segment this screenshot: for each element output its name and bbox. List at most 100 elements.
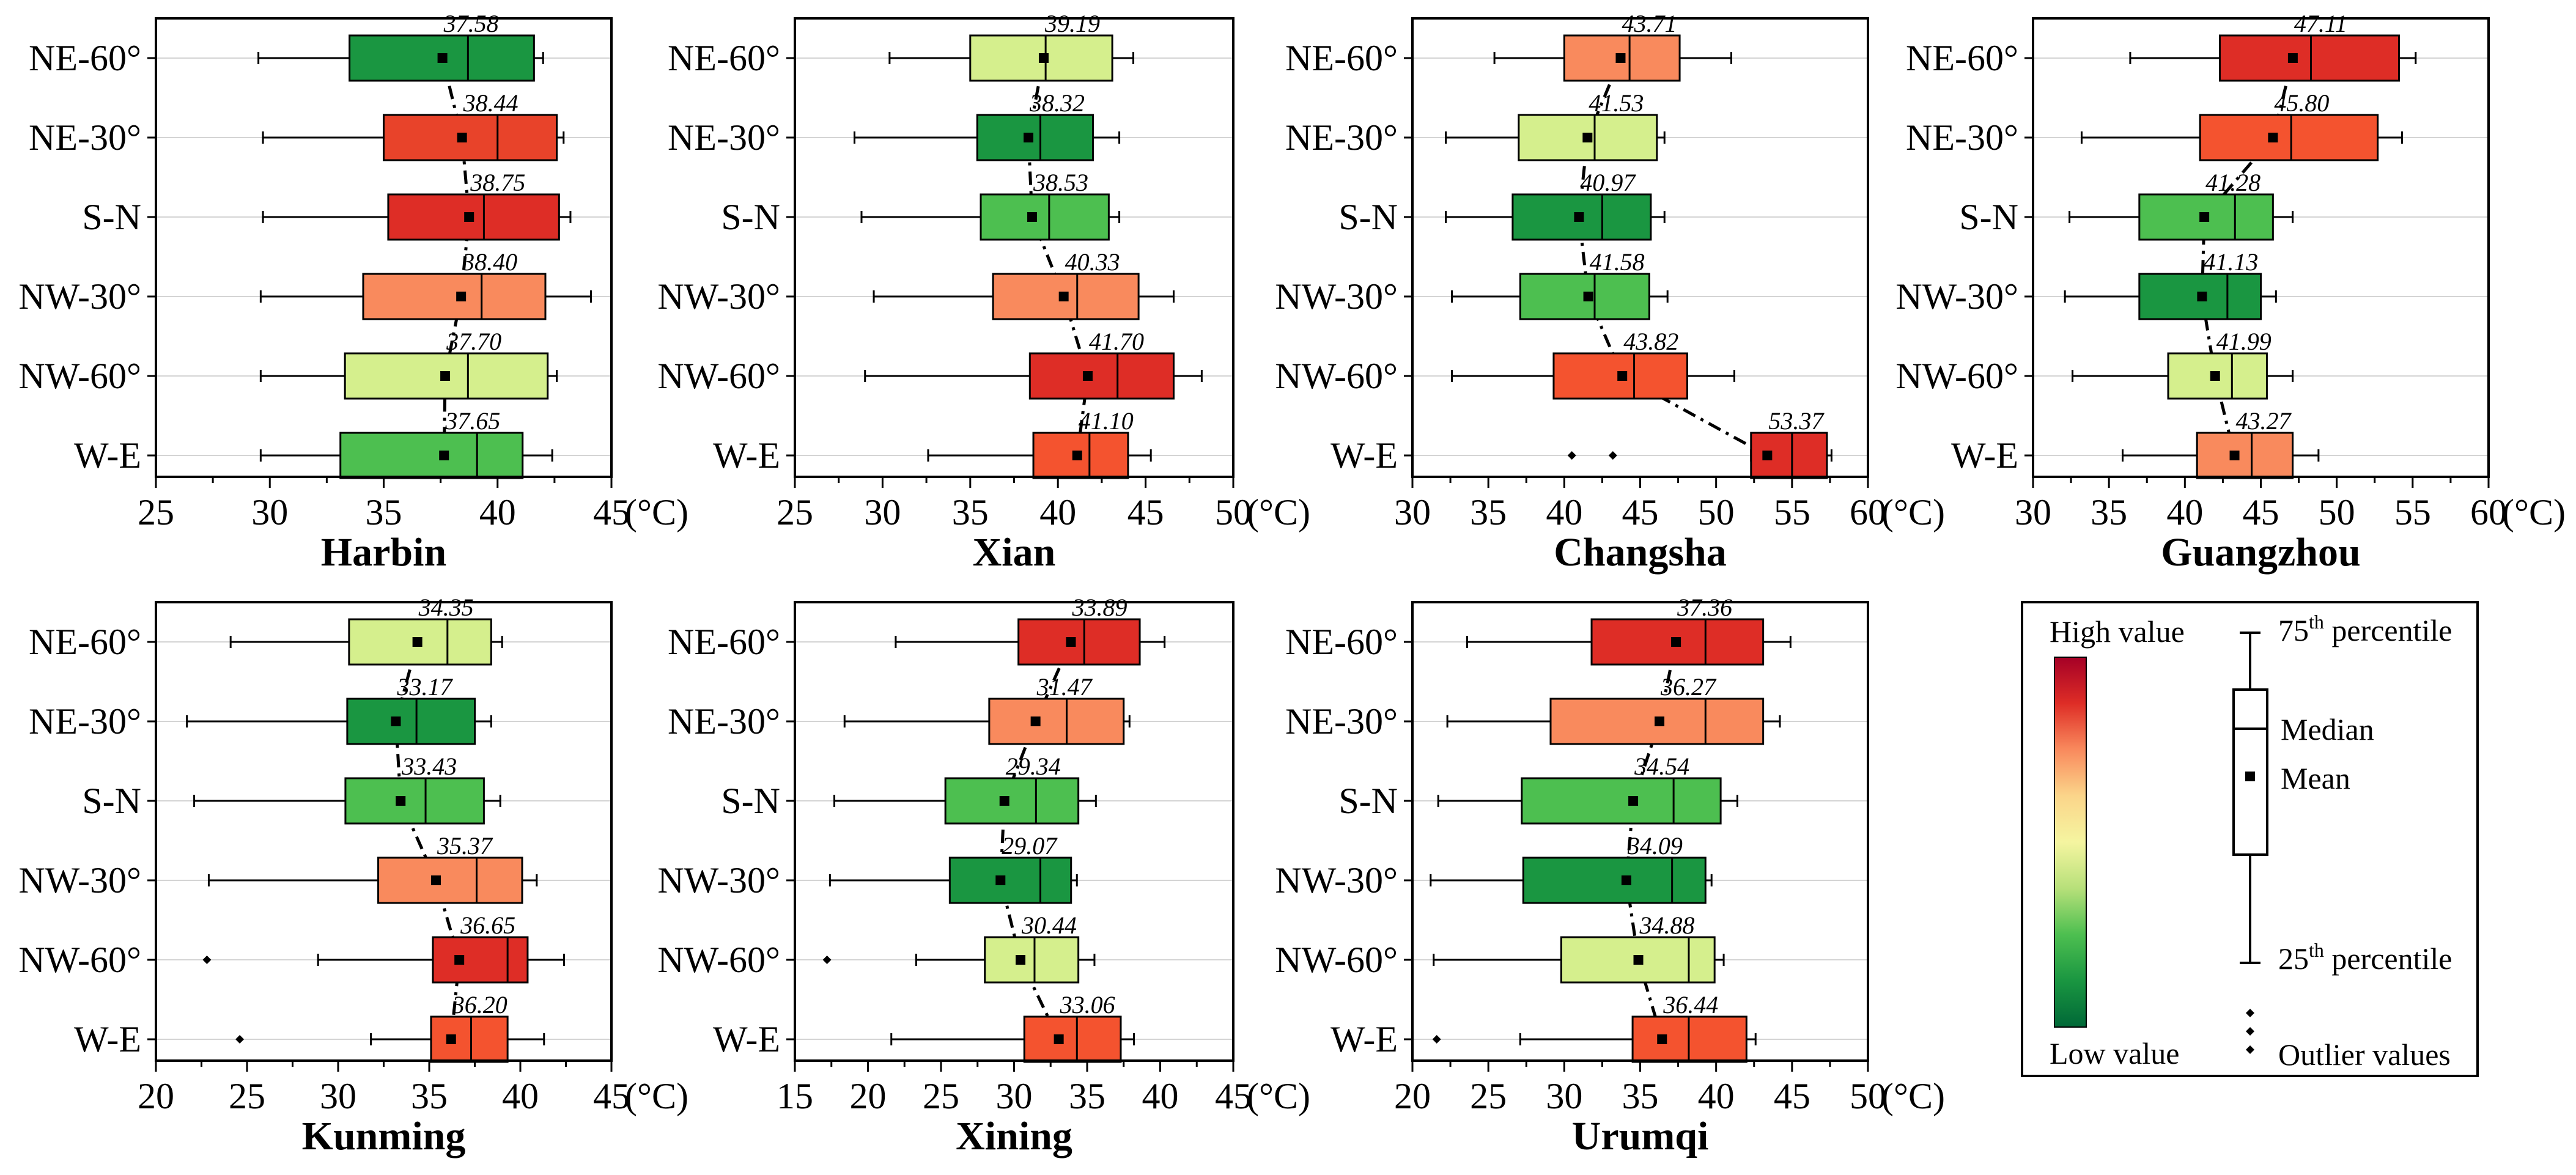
category-label: NW-60°	[1275, 356, 1398, 396]
mean-value-label: 33.06	[1060, 991, 1115, 1018]
mean-value-label: 33.43	[401, 753, 457, 780]
mean-marker	[464, 212, 474, 222]
category-label: NW-30°	[657, 860, 780, 901]
box	[976, 114, 1094, 161]
chart-xining: NE-60° NE-30° S-N NW-30° NW-60° W-E 33.89 31.47…	[657, 594, 1310, 1158]
x-tick-label: 45	[1215, 1076, 1252, 1116]
mean-value-label: 43.71	[1622, 10, 1677, 37]
x-tick-label: 25	[1470, 1076, 1507, 1116]
chart-urumqi: NE-60° NE-30° S-N NW-30° NW-60° W-E 37.36 36.27…	[1275, 594, 1945, 1158]
category-label: S-N	[1338, 781, 1398, 821]
mean-value-label: 33.89	[1071, 594, 1127, 621]
mean-value-label: 29.34	[1006, 753, 1061, 780]
x-tick-label: 50	[2319, 492, 2355, 532]
x-tick-label: 15	[777, 1076, 813, 1116]
category-label: W-E	[713, 435, 780, 476]
mean-marker	[1030, 716, 1041, 726]
box	[1521, 777, 1722, 825]
category-label: NE-30°	[668, 701, 780, 742]
category-label: NW-60°	[1895, 356, 2018, 396]
mean-marker	[1617, 371, 1628, 381]
chart-harbin: NE-60° NE-30° S-N NW-30° NW-60° W-E 37.58 38.44…	[18, 10, 688, 575]
x-tick-label: 55	[1774, 492, 1810, 532]
x-tick-label: 45	[1774, 1076, 1810, 1116]
mean-marker	[2287, 53, 2298, 63]
category-label: NW-30°	[1895, 276, 2018, 317]
category-label: NE-60°	[29, 622, 141, 662]
mean-value-label: 37.58	[443, 10, 499, 37]
x-tick-label: 25	[229, 1076, 265, 1116]
mean-marker	[440, 371, 451, 381]
mean-marker	[2229, 451, 2240, 460]
x-tick-label: 45	[1127, 492, 1164, 532]
x-tick-label: 30	[251, 492, 288, 532]
mean-value-label: 41.13	[2203, 248, 2258, 276]
box	[432, 936, 529, 984]
box	[988, 698, 1125, 745]
x-tick-label: 30	[996, 1076, 1033, 1116]
x-tick-label: 45	[2243, 492, 2279, 532]
x-tick-label: 55	[2394, 492, 2431, 532]
mean-value-label: 38.75	[470, 169, 525, 196]
mean-value-label: 40.33	[1065, 248, 1120, 276]
mean-value-label: 36.44	[1663, 991, 1718, 1018]
x-tick-label: 40	[1698, 1076, 1735, 1116]
category-label: NE-30°	[1285, 117, 1398, 158]
category-label: NW-60°	[657, 940, 780, 980]
mean-marker	[2197, 292, 2207, 301]
mean-value-label: 41.53	[1589, 89, 1644, 117]
legend-low-label: Low value	[2050, 1036, 2179, 1070]
chart-title: Urumqi	[1572, 1114, 1709, 1158]
x-tick-label: 45	[1622, 492, 1659, 532]
outlier-marker	[235, 1035, 245, 1044]
x-tick-label: 35	[1069, 1076, 1105, 1116]
mean-marker	[1574, 212, 1584, 222]
mean-marker	[1038, 53, 1049, 63]
category-label: W-E	[713, 1019, 780, 1059]
mean-value-label: 34.09	[1627, 832, 1683, 860]
box	[377, 856, 523, 904]
category-label: NE-60°	[1906, 38, 2018, 78]
legend-outlier-markers	[2246, 1009, 2254, 1054]
category-label: NW-30°	[1275, 276, 1398, 317]
box	[980, 193, 1110, 241]
chart-kunming: NE-60° NE-30° S-N NW-30° NW-60° W-E 34.35 33.17…	[18, 594, 688, 1158]
chart-title: Harbin	[321, 530, 446, 575]
category-label: NE-60°	[1285, 38, 1398, 78]
legend-p75-label: 75th percentile	[2278, 611, 2452, 647]
x-tick-label: 25	[138, 492, 174, 532]
mean-marker	[999, 796, 1009, 806]
mean-marker	[439, 451, 449, 460]
chart-guangzhou: NE-60° NE-30° S-N NW-30° NW-60° W-E 47.11 45.80…	[1895, 10, 2566, 575]
mean-value-label: 38.40	[462, 248, 517, 276]
plot-frame	[794, 17, 1234, 478]
x-tick-label: 40	[2166, 492, 2203, 532]
legend-colorbar	[2054, 657, 2087, 1028]
x-tick-label: 30	[864, 492, 901, 532]
mean-value-label: 36.65	[460, 912, 515, 939]
category-label: NW-30°	[657, 276, 780, 317]
mean-value-label: 36.20	[452, 991, 507, 1018]
x-tick-label: 25	[777, 492, 813, 532]
box	[1017, 618, 1141, 666]
plot-frame	[155, 601, 613, 1062]
mean-marker	[1633, 955, 1644, 965]
category-label: NW-30°	[18, 860, 141, 901]
x-tick-label: 35	[1470, 492, 1507, 532]
mean-marker	[1058, 292, 1069, 301]
x-tick-label: 35	[1622, 1076, 1659, 1116]
x-tick-label: 60	[1850, 492, 1886, 532]
x-tick-label: 35	[411, 1076, 448, 1116]
mean-value-label: 43.27	[2236, 407, 2292, 435]
box	[2199, 114, 2379, 161]
x-tick-label: 35	[366, 492, 402, 532]
legend: High value Low value 75th percentile Med…	[2021, 601, 2479, 1077]
chart-xian: NE-60° NE-30° S-N NW-30° NW-60° W-E 39.19 38.32…	[657, 10, 1310, 575]
box	[346, 698, 476, 745]
mean-value-label: 38.53	[1033, 169, 1088, 196]
mean-value-label: 41.99	[2216, 328, 2272, 355]
mean-marker	[1762, 451, 1773, 460]
plot-frame	[155, 17, 613, 478]
mean-marker	[1066, 637, 1076, 647]
chart-title: Xian	[973, 530, 1056, 575]
